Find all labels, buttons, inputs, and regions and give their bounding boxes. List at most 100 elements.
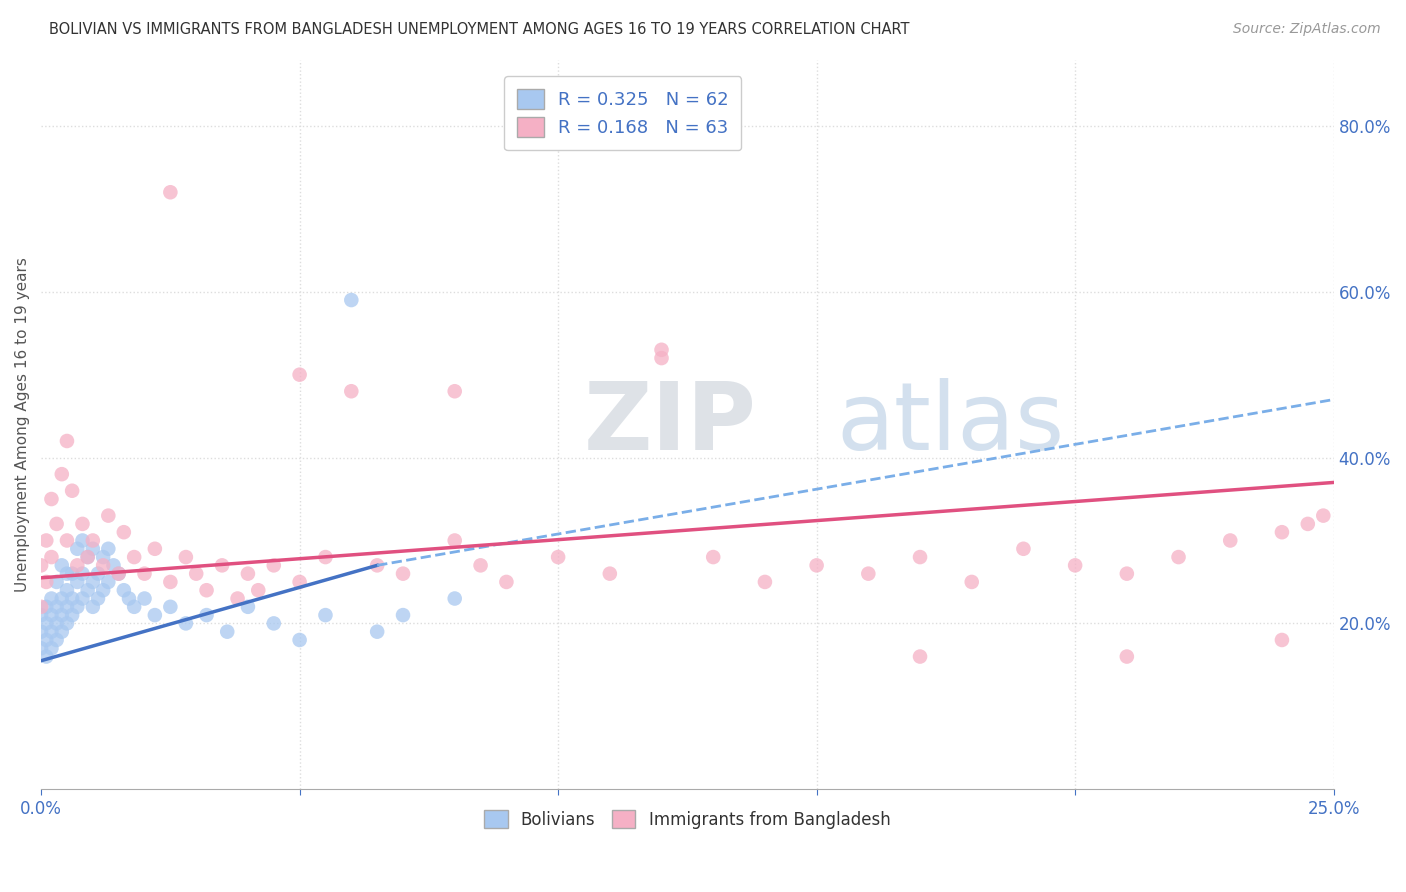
Point: [159, 599, 181, 614]
Point: [91, 558, 114, 573]
Point: [443, 591, 465, 606]
Point: [754, 574, 776, 589]
Point: [960, 574, 983, 589]
Point: [1167, 550, 1189, 565]
Point: [35, 649, 58, 664]
Point: [314, 608, 336, 623]
Point: [1012, 541, 1035, 556]
Point: [495, 574, 517, 589]
Point: [91, 550, 114, 565]
Point: [87, 566, 110, 581]
Point: [1271, 525, 1294, 540]
Point: [60, 608, 83, 623]
Point: [107, 566, 129, 581]
Point: [76, 550, 98, 565]
Point: [107, 566, 129, 581]
Point: [112, 583, 135, 598]
Point: [392, 566, 415, 581]
Point: [186, 566, 208, 581]
Point: [41, 641, 63, 656]
Point: [51, 558, 73, 573]
Point: [30, 608, 52, 623]
Text: ZIP: ZIP: [583, 378, 756, 470]
Point: [288, 574, 311, 589]
Point: [174, 616, 197, 631]
Point: [1064, 558, 1087, 573]
Point: [41, 608, 63, 623]
Point: [366, 624, 388, 639]
Point: [174, 550, 197, 565]
Point: [1115, 649, 1137, 664]
Point: [1296, 516, 1319, 531]
Point: [134, 591, 156, 606]
Point: [226, 591, 249, 606]
Point: [72, 533, 94, 548]
Point: [30, 558, 52, 573]
Point: [82, 599, 104, 614]
Point: [60, 566, 83, 581]
Point: [702, 550, 724, 565]
Point: [159, 574, 181, 589]
Point: [1219, 533, 1241, 548]
Point: [56, 599, 79, 614]
Text: Source: ZipAtlas.com: Source: ZipAtlas.com: [1233, 22, 1381, 37]
Point: [806, 558, 828, 573]
Point: [314, 550, 336, 565]
Point: [51, 624, 73, 639]
Point: [263, 616, 285, 631]
Point: [76, 583, 98, 598]
Point: [211, 558, 233, 573]
Point: [908, 550, 931, 565]
Point: [122, 550, 145, 565]
Point: [41, 624, 63, 639]
Point: [112, 525, 135, 540]
Point: [263, 558, 285, 573]
Legend: Bolivians, Immigrants from Bangladesh: Bolivians, Immigrants from Bangladesh: [478, 804, 897, 836]
Point: [470, 558, 492, 573]
Point: [97, 508, 120, 523]
Point: [41, 491, 63, 506]
Point: [103, 558, 125, 573]
Point: [56, 566, 79, 581]
Point: [288, 368, 311, 382]
Point: [217, 624, 239, 639]
Point: [143, 541, 166, 556]
Point: [51, 591, 73, 606]
Point: [134, 566, 156, 581]
Point: [443, 384, 465, 399]
Point: [66, 558, 89, 573]
Point: [51, 608, 73, 623]
Point: [247, 583, 270, 598]
Point: [35, 599, 58, 614]
Point: [60, 483, 83, 498]
Point: [56, 616, 79, 631]
Point: [908, 649, 931, 664]
Point: [236, 566, 259, 581]
Point: [195, 583, 218, 598]
Point: [82, 574, 104, 589]
Point: [236, 599, 259, 614]
Point: [159, 186, 181, 200]
Y-axis label: Unemployment Among Ages 16 to 19 years: Unemployment Among Ages 16 to 19 years: [15, 257, 30, 592]
Point: [51, 467, 73, 482]
Point: [66, 574, 89, 589]
Point: [392, 608, 415, 623]
Point: [651, 351, 673, 365]
Point: [35, 616, 58, 631]
Point: [1115, 566, 1137, 581]
Point: [143, 608, 166, 623]
Point: [651, 343, 673, 357]
Point: [45, 516, 67, 531]
Point: [45, 616, 67, 631]
Point: [60, 591, 83, 606]
Point: [72, 566, 94, 581]
Point: [35, 574, 58, 589]
Text: BOLIVIAN VS IMMIGRANTS FROM BANGLADESH UNEMPLOYMENT AMONG AGES 16 TO 19 YEARS CO: BOLIVIAN VS IMMIGRANTS FROM BANGLADESH U…: [49, 22, 910, 37]
Point: [56, 583, 79, 598]
Point: [76, 550, 98, 565]
Point: [195, 608, 218, 623]
Point: [45, 574, 67, 589]
Point: [91, 583, 114, 598]
Point: [56, 434, 79, 448]
Point: [118, 591, 141, 606]
